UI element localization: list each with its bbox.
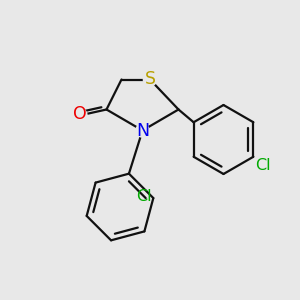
Text: S: S [145,70,155,88]
Text: O: O [73,105,86,123]
Circle shape [72,108,87,123]
Text: Cl: Cl [136,189,152,204]
Text: N: N [136,122,149,140]
Circle shape [73,109,86,122]
Circle shape [143,73,157,86]
Text: Cl: Cl [255,158,271,173]
Circle shape [136,124,149,137]
